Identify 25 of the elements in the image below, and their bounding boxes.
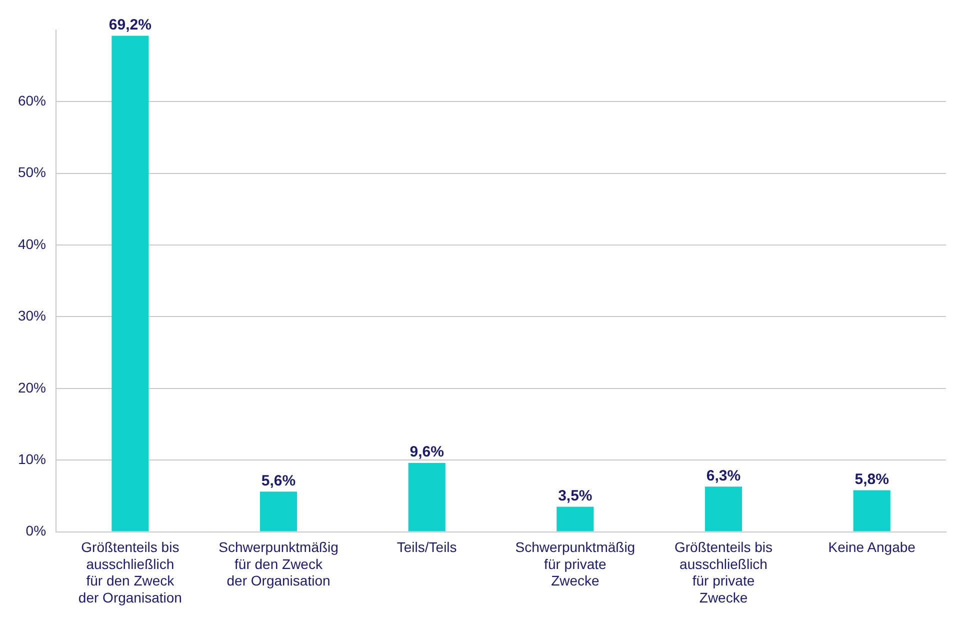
bar <box>556 506 594 532</box>
bar <box>112 36 149 532</box>
bar <box>704 486 742 532</box>
data-label: 69,2% <box>108 16 152 34</box>
y-tick-label: 0% <box>26 522 46 539</box>
y-tick-label: 10% <box>18 450 46 467</box>
bar <box>408 462 446 532</box>
data-label: 5,6% <box>261 472 296 490</box>
y-tick-label: 50% <box>18 164 46 180</box>
y-tick-label: 40% <box>18 236 46 252</box>
y-tick-label: 30% <box>18 308 46 324</box>
x-tick-label: Schwerpunktmäßig für private Zwecke <box>515 539 636 589</box>
bar <box>260 492 298 532</box>
data-label: 9,6% <box>410 444 444 461</box>
x-tick-label: Schwerpunktmäßig für den Zweck der Organisation <box>218 539 338 589</box>
data-label: 5,8% <box>854 470 889 488</box>
x-tick-label: Teils/Teils <box>396 539 457 556</box>
y-tick-label: 60% <box>18 92 46 109</box>
x-tick-label: Größtenteils bis ausschließlich für den Zweck der Organisation <box>78 539 182 606</box>
data-label: 3,5% <box>558 487 592 504</box>
y-tick-label: 20% <box>18 379 46 396</box>
data-label: 6,3% <box>706 467 741 484</box>
bar <box>853 490 890 532</box>
x-tick-label: Keine Angabe <box>828 539 916 556</box>
x-tick-label: Größtenteils bis ausschließlich für private Zwecke <box>674 539 773 606</box>
